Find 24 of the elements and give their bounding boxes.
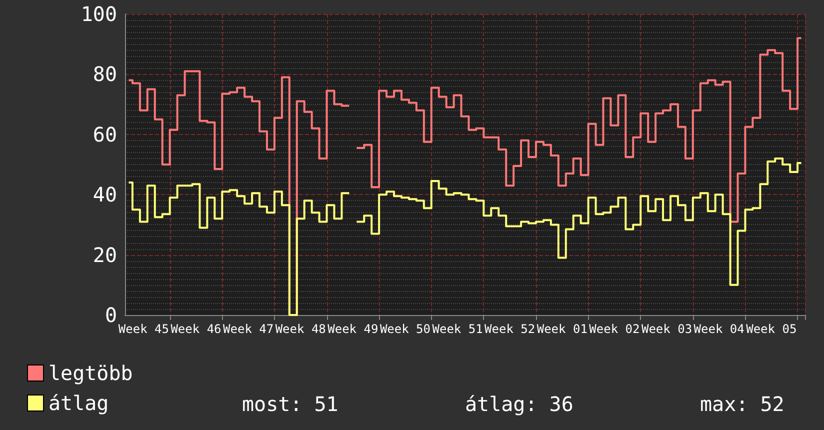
y-tick-label: 20 (92, 242, 117, 267)
x-tick-label: Week 50 (380, 322, 431, 336)
x-tick-label: Week 02 (589, 322, 640, 336)
text: max: 52 (700, 392, 784, 416)
x-tick-label: Week 51 (432, 322, 483, 336)
text: átlag: 36 (465, 392, 574, 416)
x-tick-label: Week 46 (170, 322, 222, 336)
legend-label: átlag (48, 391, 109, 415)
x-tick-label: Week 52 (484, 322, 536, 336)
x-tick-label: Week 45 (118, 322, 169, 336)
legend-label: legtöbb (48, 361, 133, 385)
x-tick-label: Week 05 (746, 322, 797, 336)
y-tick-label: 0 (104, 303, 117, 327)
y-tick-label: 80 (92, 62, 117, 86)
y-tick-label: 100 (80, 2, 117, 26)
y-tick-label: 60 (92, 122, 117, 146)
x-tick-label: Week 47 (223, 322, 274, 336)
text: most: 51 (242, 392, 338, 416)
x-tick-label: Week 49 (328, 322, 378, 336)
x-tick-label: Week 01 (536, 322, 588, 336)
y-tick-label: 40 (92, 182, 117, 207)
x-tick-label: Week 04 (694, 322, 744, 336)
x-tick-label: Week 48 (275, 322, 326, 336)
x-tick-label: Week 03 (641, 322, 692, 336)
